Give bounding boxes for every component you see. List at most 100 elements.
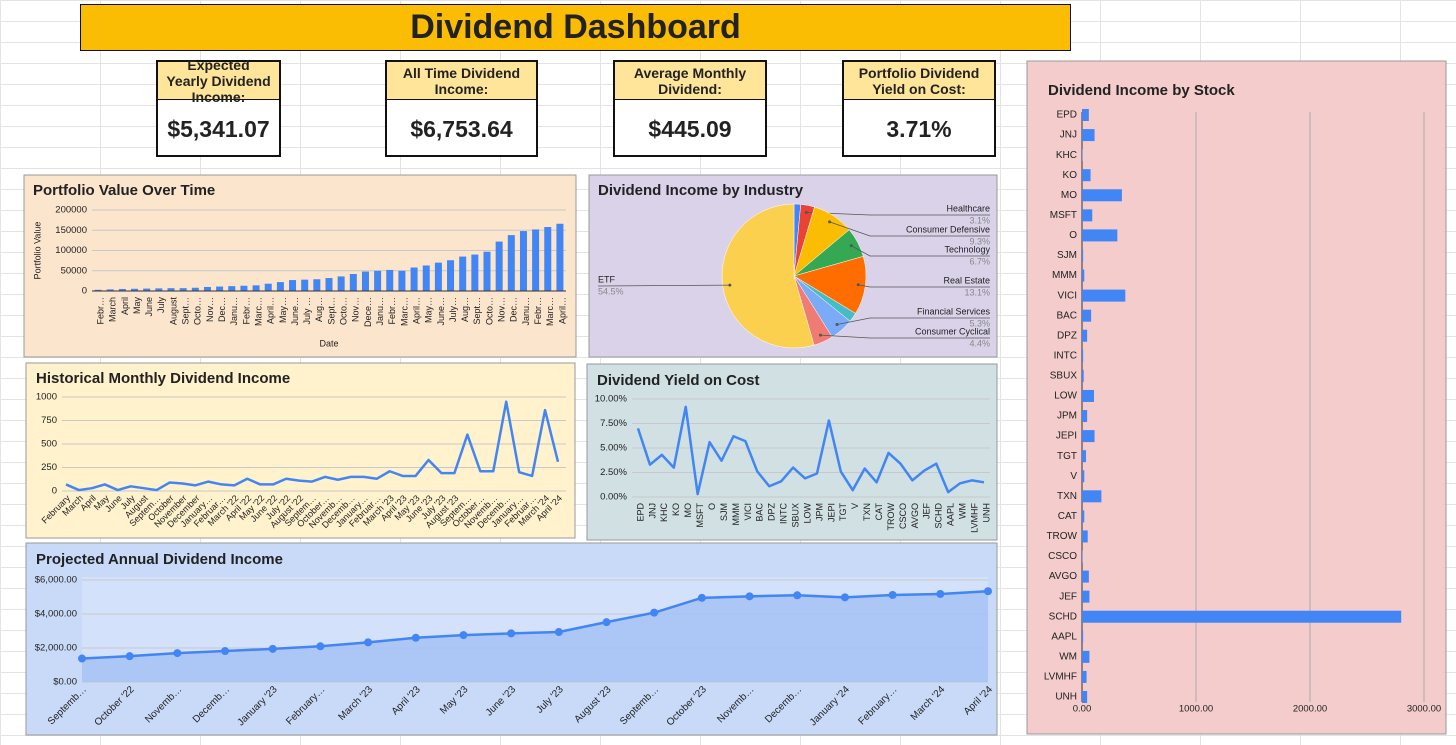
x-tick-label: 0.00 xyxy=(1073,704,1092,715)
kpi-card: Average Monthly Dividend: $445.09 xyxy=(613,60,767,157)
bar xyxy=(289,280,297,291)
x-tick-label: April… xyxy=(411,297,421,324)
bar xyxy=(167,288,175,291)
x-tick-label: 2000.00 xyxy=(1293,704,1327,715)
point xyxy=(507,629,516,638)
x-tick-label: June… xyxy=(290,297,300,326)
leader-dot xyxy=(804,210,808,214)
x-tick-label: 1000.00 xyxy=(1179,704,1213,715)
x-tick-label: TXN xyxy=(862,503,872,521)
x-tick-label: Febr… xyxy=(387,297,397,325)
y-tick-label: 0.00% xyxy=(600,492,627,503)
y-tick-label: TXN xyxy=(1057,491,1077,502)
x-tick-label: CAT xyxy=(874,503,884,521)
slice-value: 13.1% xyxy=(964,287,990,297)
y-tick-label: $4,000.00 xyxy=(35,609,77,620)
bar xyxy=(264,283,272,291)
y-tick-label: SBUX xyxy=(1050,371,1078,382)
x-tick-label: V xyxy=(850,503,860,509)
dashboard-title: Dividend Dashboard xyxy=(80,4,1071,51)
y-tick-label: 500 xyxy=(41,439,57,450)
leader-line xyxy=(851,245,990,257)
y-tick-label: AAPL xyxy=(1051,631,1077,642)
x-tick-label: May… xyxy=(424,297,434,323)
bar xyxy=(337,276,345,291)
bar xyxy=(325,278,333,291)
x-tick-label: Janu… xyxy=(229,297,239,326)
y-tick-label: $6,000.00 xyxy=(35,575,77,586)
x-tick-label: INTC xyxy=(779,503,789,524)
point xyxy=(650,608,659,617)
point xyxy=(984,587,992,596)
bar xyxy=(532,229,540,291)
bar xyxy=(1082,550,1083,563)
bar xyxy=(94,289,102,291)
y-tick-label: CSCO xyxy=(1048,551,1077,562)
y-tick-label: KO xyxy=(1063,170,1078,181)
x-axis-label: Date xyxy=(319,338,338,348)
x-tick-label: MSFT xyxy=(695,503,705,528)
bar xyxy=(301,279,309,291)
bar xyxy=(252,285,260,291)
bar xyxy=(410,267,418,291)
leader-dot xyxy=(835,322,839,326)
bar xyxy=(313,279,321,291)
x-tick-label: Nov… xyxy=(351,297,361,322)
point xyxy=(554,628,563,637)
bar xyxy=(483,251,491,291)
bar xyxy=(398,270,406,291)
x-tick-label: March xyxy=(108,297,118,322)
y-tick-label: TROW xyxy=(1046,531,1077,542)
bar xyxy=(1082,349,1084,362)
slice-label: Consumer Cyclical xyxy=(915,326,990,336)
bar xyxy=(1082,209,1093,222)
bar xyxy=(1082,329,1088,342)
y-tick-label: $0.00 xyxy=(53,677,77,688)
point xyxy=(936,589,945,598)
y-tick-label: VICI xyxy=(1058,290,1077,301)
point xyxy=(793,591,802,600)
kpi-label: Expected Yearly Dividend Income: xyxy=(158,57,279,105)
line xyxy=(81,589,989,660)
x-tick-label: Sept… xyxy=(326,297,336,325)
bar xyxy=(386,269,394,291)
bar xyxy=(228,286,236,291)
x-tick-label: Janu… xyxy=(521,297,531,326)
kpi-label: All Time Dividend Income: xyxy=(387,62,536,100)
x-tick-label: July… xyxy=(448,297,458,322)
slice-value: 6.7% xyxy=(969,256,990,266)
bar xyxy=(1082,450,1086,463)
x-tick-label: Sept… xyxy=(472,297,482,325)
chart-title: Projected Annual Dividend Income xyxy=(36,551,283,568)
x-tick-label: AAPL xyxy=(946,503,956,526)
x-tick-label: April… xyxy=(266,297,276,324)
x-tick-label: Nov… xyxy=(205,297,215,322)
x-tick-label: Dece… xyxy=(363,297,373,327)
bar xyxy=(1082,490,1102,503)
leader-line xyxy=(597,284,730,287)
leader-dot xyxy=(856,283,860,287)
bar xyxy=(1082,590,1090,603)
x-tick-label: May… xyxy=(278,297,288,323)
x-tick-label: Janu… xyxy=(375,297,385,326)
bar xyxy=(471,254,479,291)
y-tick-label: V xyxy=(1070,471,1077,482)
x-tick-label: June xyxy=(144,297,154,317)
kpi-label: Portfolio Dividend Yield on Cost: xyxy=(844,62,994,100)
y-tick-label: O xyxy=(1069,230,1077,241)
x-tick-label: 3000.00 xyxy=(1407,704,1441,715)
x-tick-label: VICI xyxy=(743,503,753,521)
point xyxy=(745,592,754,601)
x-tick-label: June… xyxy=(436,297,446,326)
y-tick-label: 0 xyxy=(82,286,87,297)
chart-panel xyxy=(23,174,577,358)
bar xyxy=(179,288,187,291)
bar xyxy=(131,288,139,291)
x-tick-label: AVGO xyxy=(910,503,920,528)
y-tick-label: JNJ xyxy=(1060,130,1077,141)
x-tick-label: KO xyxy=(671,503,681,516)
pie-slice xyxy=(721,203,815,349)
x-tick-label: MO xyxy=(683,503,693,518)
y-tick-label: LOW xyxy=(1054,391,1077,402)
bar xyxy=(240,285,248,291)
